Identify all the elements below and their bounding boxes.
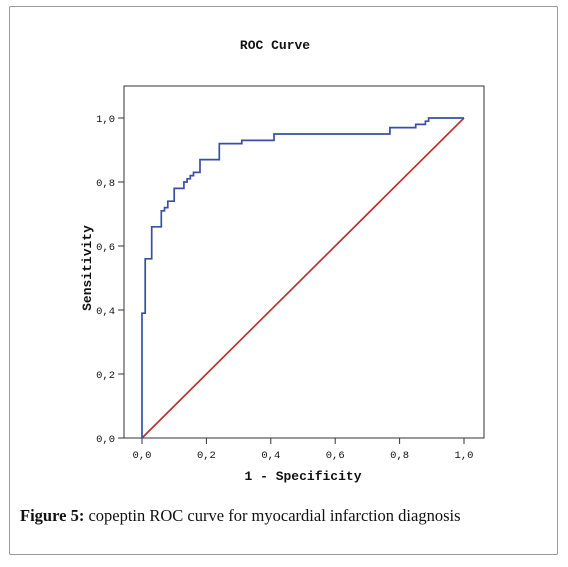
x-tick-label: 0,2 <box>197 450 216 462</box>
x-tick-label: 0,4 <box>261 450 280 462</box>
x-tick-label: 1,0 <box>455 450 474 462</box>
series-layer <box>141 117 465 439</box>
roc-curve-line <box>141 117 464 438</box>
y-tick-label: 1,0 <box>96 114 115 126</box>
x-tick-label: 0,6 <box>326 450 345 462</box>
x-tick-label: 0,0 <box>133 450 152 462</box>
x-axis-label: 1 - Specificity <box>244 469 361 484</box>
x-tick-label: 0,8 <box>390 450 409 462</box>
figure-frame <box>9 6 558 555</box>
y-tick-label: 0,8 <box>96 178 115 190</box>
reference-diagonal-line <box>141 117 465 439</box>
y-tick-label: 0,0 <box>96 434 115 446</box>
y-tick-label: 0,4 <box>96 306 115 318</box>
x-axis: 0,0 0,2 0,4 0,6 0,8 1,0 <box>133 438 474 462</box>
chart-title: ROC Curve <box>240 38 310 53</box>
y-tick-label: 0,2 <box>96 370 115 382</box>
y-axis-label: Sensitivity <box>80 225 95 311</box>
roc-chart: ROC Curve 0,00,20,40,60,81,0 0,0 0,2 0,4 0,… <box>80 38 485 484</box>
caption-label: Figure 5: <box>20 506 85 525</box>
caption-text: copeptin ROC curve for myocardial infarc… <box>84 506 461 525</box>
y-axis: 0,0 0,2 0,4 0,6 0,8 1,0 <box>96 114 124 446</box>
figure-caption: Figure 5: copeptin ROC curve for myocard… <box>20 506 550 526</box>
y-tick-label: 0,6 <box>96 242 115 254</box>
plot-area <box>123 85 485 439</box>
